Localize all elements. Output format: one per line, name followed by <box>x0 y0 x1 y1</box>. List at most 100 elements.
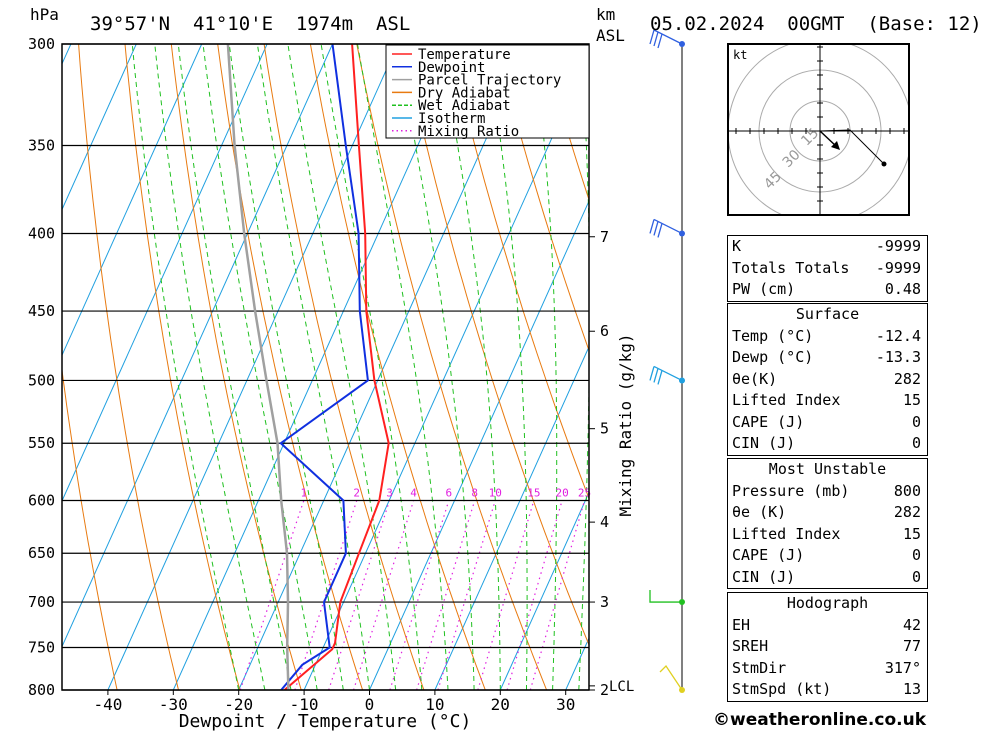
row-label: Lifted Index <box>732 524 841 543</box>
legend-label: Dry Adiabat <box>418 85 511 101</box>
index-row: PW (cm) 0.48 <box>728 279 927 301</box>
x-tick-label: 0 <box>365 695 375 714</box>
index-label: K <box>732 237 742 255</box>
row-value: 15 <box>902 524 921 543</box>
plot-frame <box>61 43 590 691</box>
legend-box <box>385 44 590 139</box>
wet-adiabat-line <box>256 44 370 690</box>
series-parcel-trajectory <box>226 44 290 690</box>
index-label: Totals Totals <box>732 258 850 277</box>
wind-barb-flag <box>653 221 659 236</box>
row-value: -13.3 <box>875 348 921 366</box>
hpa-label: hPa <box>30 5 59 24</box>
hodograph-table: Hodograph EH 42 SREH 77 StmDir 317° StmSpd … <box>727 592 928 702</box>
wind-barb-shaft <box>653 365 683 382</box>
index-value: -9999 <box>875 237 921 255</box>
datetime-title: 05.02.2024 00GMT (Base: 12) <box>650 13 982 35</box>
wind-barb-flag <box>657 223 663 238</box>
pressure-label: 700 <box>28 593 55 611</box>
legend-label: Isotherm <box>418 111 485 127</box>
lcl-label: LCL <box>609 679 634 695</box>
row-label: CAPE (J) <box>732 412 805 431</box>
mixing-ratio-label: 4 <box>410 487 417 500</box>
row-value: 0 <box>911 546 921 564</box>
pressure-label: 750 <box>28 638 55 656</box>
km-tick-label: 3 <box>600 593 609 611</box>
dry-adiabat-line <box>124 44 241 690</box>
wet-adiabat-line <box>154 44 266 690</box>
legend-label: Temperature <box>418 47 511 63</box>
km-tick-label: 7 <box>600 228 609 246</box>
dry-adiabat-line <box>541 44 589 202</box>
dry-adiabat-line <box>78 44 180 690</box>
wind-barb-shaft <box>653 218 683 235</box>
copyright: ©weatheronline.co.uk <box>713 710 926 730</box>
hodo-row: EH 42 <box>728 615 927 637</box>
wet-adiabat-line <box>287 44 397 690</box>
x-tick-label: 20 <box>491 695 510 714</box>
surface-row: Dewp (°C) -13.3 <box>728 347 927 369</box>
row-label: Temp (°C) <box>732 326 814 345</box>
location-title: 39°57'N 41°10'E 1974m ASL <box>90 13 410 35</box>
mixing-ratio-label: 25 <box>578 487 591 500</box>
pressure-label: 650 <box>28 544 55 562</box>
mixing-ratio-line <box>328 500 391 690</box>
row-label: SREH <box>732 637 769 655</box>
most-unstable-table: Most Unstable Pressure (mb) 800 θe (K) 282… <box>727 458 928 589</box>
pressure-label: 400 <box>28 224 55 242</box>
km-label: km <box>596 5 615 24</box>
wind-barb <box>649 218 683 238</box>
wet-adiabat-line <box>228 44 344 690</box>
hodograph-trace <box>819 129 885 165</box>
row-label: CIN (J) <box>732 567 796 586</box>
isotherm-line <box>62 44 268 503</box>
row-label: StmDir <box>732 658 787 677</box>
surface-table: Surface Temp (°C) -12.4 Dewp (°C) -13.3 θe… <box>727 303 928 456</box>
mixing-ratio-line <box>389 500 450 690</box>
series-dewpoint <box>279 44 369 690</box>
x-tick-label: -10 <box>290 695 319 714</box>
row-value: 282 <box>893 369 921 388</box>
surface-row: CIN (J) 0 <box>728 433 927 455</box>
mu-row: θe (K) 282 <box>728 502 927 524</box>
row-value: 0 <box>911 434 921 452</box>
legend-label: Parcel Trajectory <box>418 73 561 89</box>
isotherm-line <box>499 491 589 690</box>
row-value: 15 <box>902 391 921 409</box>
row-value: 42 <box>902 615 921 634</box>
hodograph-point <box>881 161 887 167</box>
km-tick-label: 6 <box>600 322 609 340</box>
row-value: -12.4 <box>875 326 921 345</box>
km-tick-label: 4 <box>600 513 609 531</box>
row-value: 13 <box>902 680 921 698</box>
mixing-ratio-label: 1 <box>300 487 307 500</box>
surface-title: Surface <box>795 305 860 323</box>
wind-barb-flag <box>657 33 663 49</box>
series-temperature <box>283 44 390 690</box>
x-axis-label: Dewpoint / Temperature (°C) <box>179 711 472 732</box>
mixing-ratio-line <box>352 500 415 690</box>
pressure-label: 300 <box>28 35 55 53</box>
mixing-ratio-label: 6 <box>445 487 452 500</box>
row-label: EH <box>732 615 751 634</box>
isotherm-line <box>172 44 464 690</box>
isotherm-line <box>107 44 399 690</box>
mixing-ratio-label: 2 <box>353 487 360 500</box>
mixing-ratio-line <box>294 500 358 690</box>
hodograph: 15 30 45 kt <box>727 38 913 224</box>
wet-adiabat-line <box>356 44 449 690</box>
legend-label: Wet Adiabat <box>418 98 511 114</box>
x-tick-label: 30 <box>556 695 575 714</box>
isotherm-line <box>62 44 203 357</box>
wet-adiabat-line <box>320 44 423 690</box>
storm-motion-arrowhead <box>831 141 840 150</box>
row-label: Lifted Index <box>732 391 841 409</box>
wind-barb-shaft <box>659 664 683 691</box>
hodograph-ring-label: 45 <box>761 169 785 193</box>
row-value: 0 <box>911 412 921 431</box>
row-label: Dewp (°C) <box>732 348 814 366</box>
wet-adiabat-line <box>485 44 528 690</box>
x-tick-label: 10 <box>425 695 444 714</box>
